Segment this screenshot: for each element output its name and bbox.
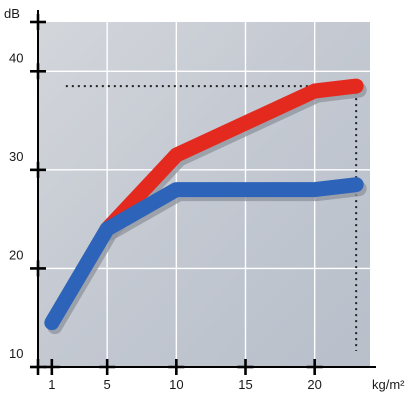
y-tick-label-10: 10	[9, 346, 23, 361]
x-tick-label-1: 1	[48, 377, 55, 392]
x-tick-label-15: 15	[238, 377, 252, 392]
y-tick-label-20: 20	[9, 247, 23, 262]
y-tick-label-30: 30	[9, 149, 23, 164]
tick-marks	[30, 14, 323, 375]
series-0-line	[99, 78, 364, 237]
x-tick-label-10: 10	[169, 377, 183, 392]
y-tick-label-40: 40	[9, 50, 23, 65]
x-tick-label-20: 20	[307, 377, 321, 392]
x-axis-label: kg/m²	[372, 377, 405, 392]
series-1-line	[44, 177, 364, 331]
y-axis-label: dB	[4, 6, 20, 21]
x-tick-label-5: 5	[104, 377, 111, 392]
series	[44, 78, 367, 335]
